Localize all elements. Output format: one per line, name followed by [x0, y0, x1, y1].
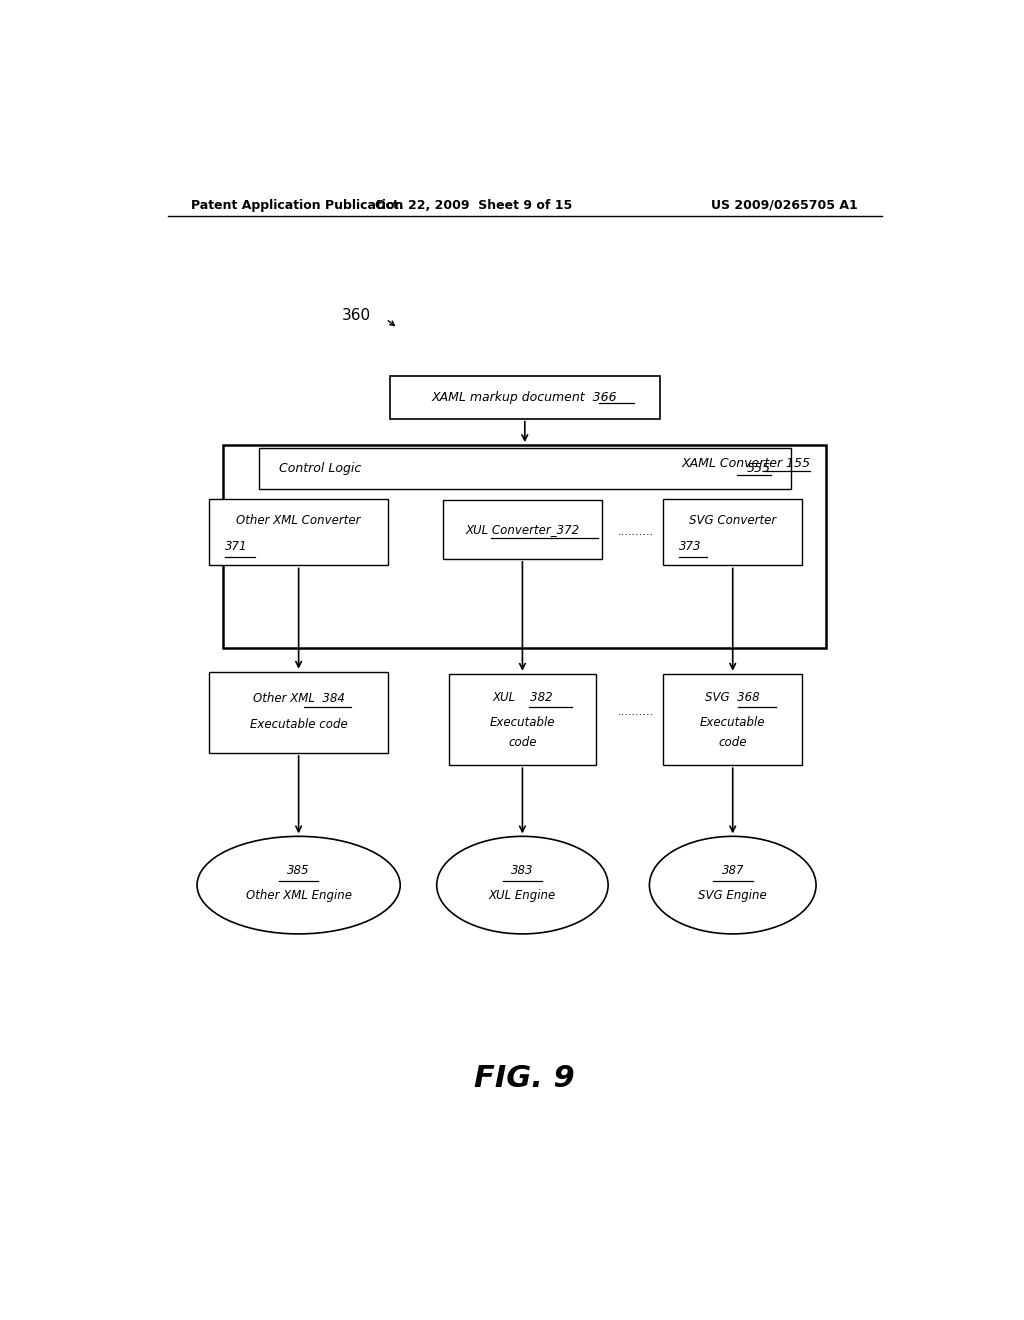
FancyBboxPatch shape [664, 499, 802, 565]
FancyBboxPatch shape [223, 445, 826, 648]
Text: Other XML  384: Other XML 384 [253, 692, 344, 705]
Text: 387: 387 [722, 865, 744, 878]
Text: XAML markup document  366: XAML markup document 366 [432, 391, 617, 404]
Text: 385: 385 [288, 865, 310, 878]
FancyBboxPatch shape [209, 499, 388, 565]
Text: Control Logic: Control Logic [279, 462, 361, 475]
Text: 383: 383 [511, 865, 534, 878]
Text: Executable: Executable [700, 715, 766, 729]
FancyBboxPatch shape [209, 672, 388, 752]
Text: Other XML Engine: Other XML Engine [246, 888, 351, 902]
Text: ..........: .......... [617, 528, 654, 537]
Text: XUL Converter_372: XUL Converter_372 [465, 523, 580, 536]
Text: SVG Converter: SVG Converter [689, 513, 776, 527]
Text: code: code [508, 737, 537, 750]
Text: ..........: .......... [617, 708, 654, 717]
Text: XUL Engine: XUL Engine [488, 888, 556, 902]
Text: 360: 360 [342, 309, 372, 323]
Text: SVG  368: SVG 368 [706, 690, 760, 704]
Text: FIG. 9: FIG. 9 [474, 1064, 575, 1093]
Text: Other XML Converter: Other XML Converter [237, 513, 360, 527]
Text: SVG Engine: SVG Engine [698, 888, 767, 902]
Text: code: code [719, 737, 746, 750]
Text: 373: 373 [679, 540, 701, 553]
Text: US 2009/0265705 A1: US 2009/0265705 A1 [712, 198, 858, 211]
Text: XUL    382: XUL 382 [493, 690, 553, 704]
Ellipse shape [197, 837, 400, 935]
FancyBboxPatch shape [390, 376, 659, 418]
Ellipse shape [649, 837, 816, 935]
Text: Oct. 22, 2009  Sheet 9 of 15: Oct. 22, 2009 Sheet 9 of 15 [375, 198, 571, 211]
Ellipse shape [436, 837, 608, 935]
Text: 371: 371 [225, 540, 248, 553]
FancyBboxPatch shape [449, 673, 596, 766]
Text: 555: 555 [746, 462, 771, 475]
Text: Patent Application Publication: Patent Application Publication [191, 198, 403, 211]
FancyBboxPatch shape [443, 500, 602, 558]
FancyBboxPatch shape [259, 447, 791, 488]
Text: Executable code: Executable code [250, 718, 347, 731]
Text: XAML Converter 155: XAML Converter 155 [681, 457, 811, 470]
Text: Executable: Executable [489, 715, 555, 729]
FancyBboxPatch shape [664, 673, 802, 766]
